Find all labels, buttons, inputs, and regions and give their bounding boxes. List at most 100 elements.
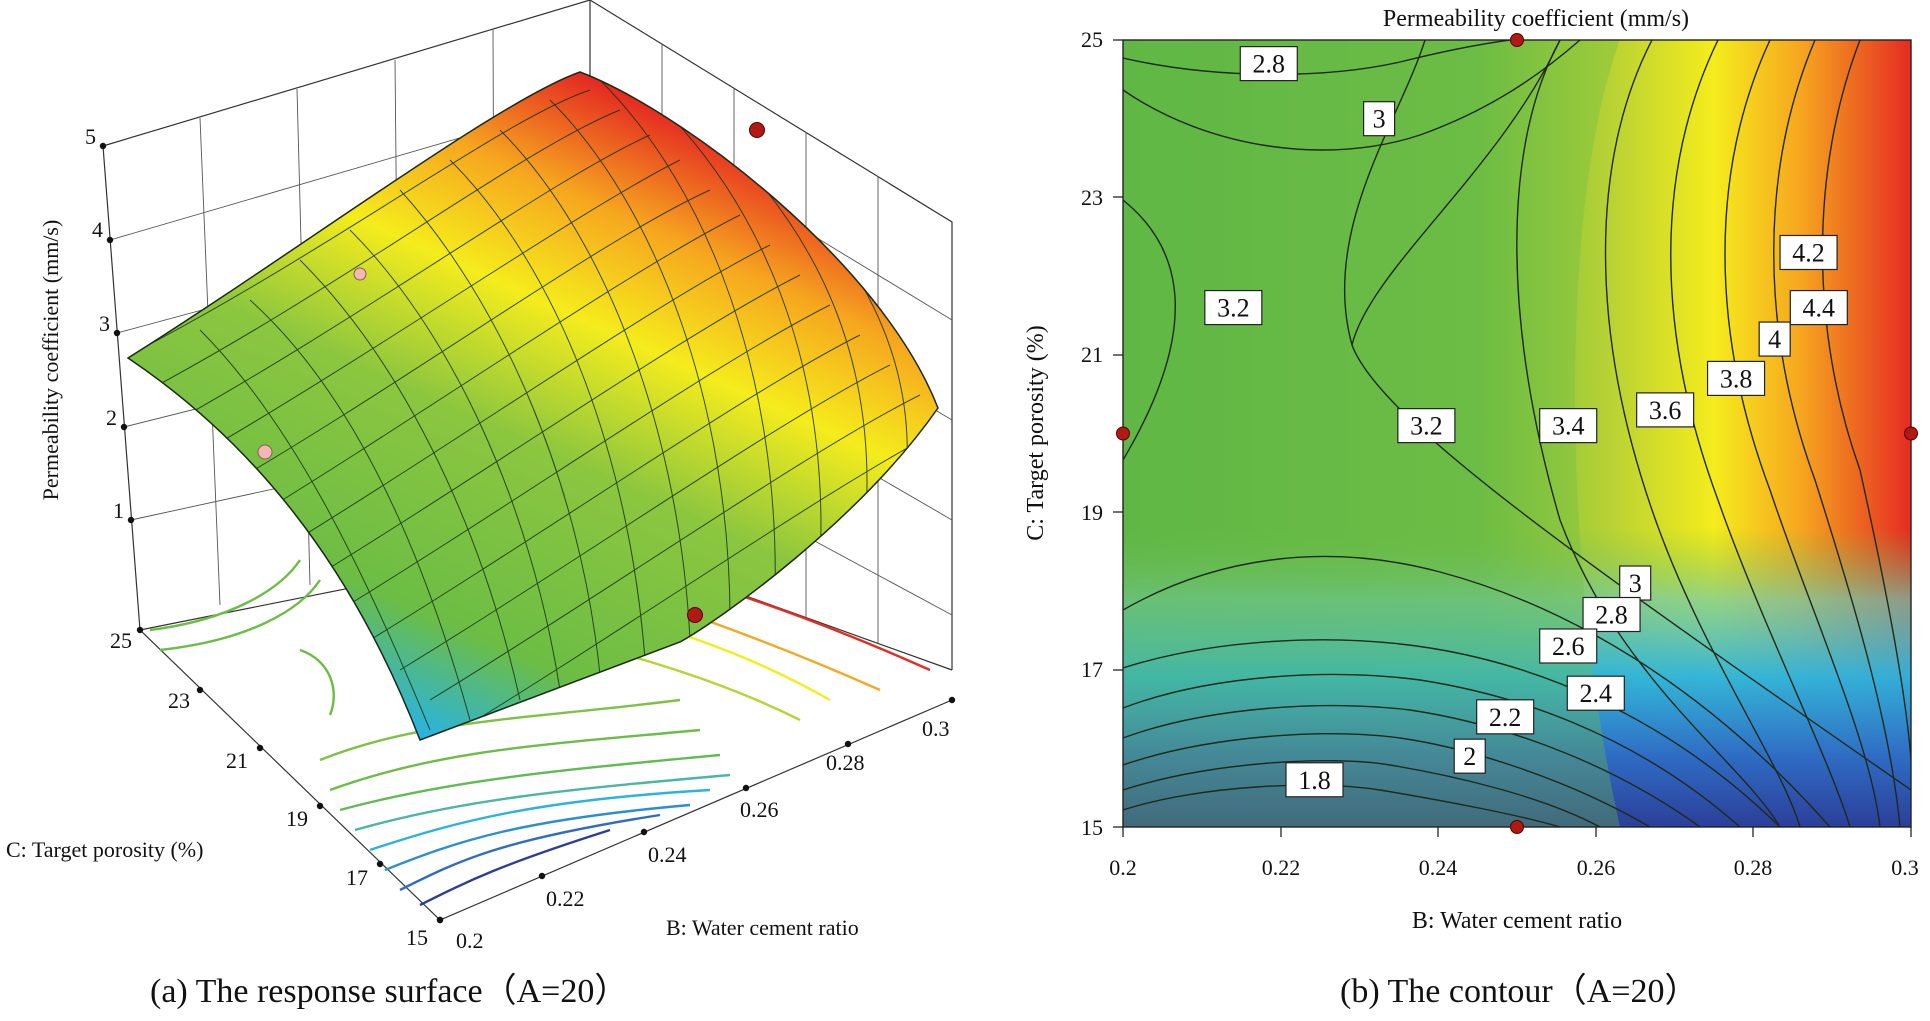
contour-label: 2.6 [1539, 628, 1598, 664]
contour-3.0-top [1123, 40, 1581, 151]
contour-label-box [1758, 321, 1791, 357]
contour-design-point [1510, 820, 1524, 834]
surface-design-points [257, 122, 765, 623]
contour-design-point [1116, 426, 1130, 441]
contour-label-box [1706, 360, 1766, 397]
contour-label: 3.4 [1539, 408, 1598, 444]
contour-label-box [1789, 289, 1848, 326]
contour-lines [1123, 40, 1911, 827]
caption-b: (b) The contour（A=20） [1340, 972, 1698, 1010]
contour-label-box [1539, 628, 1598, 664]
contour-label-box [1582, 596, 1641, 633]
contour-label-box [1636, 392, 1695, 428]
contour-label-box [1239, 46, 1298, 82]
contour-label: 2.4 [1566, 675, 1625, 711]
z-tick: 5 [85, 124, 96, 149]
z-tick: 1 [113, 498, 124, 523]
contour-3.4 [1516, 40, 1781, 827]
contour-label-text: 3.8 [1720, 364, 1753, 393]
contour-label-text: 4.4 [1803, 294, 1836, 323]
surface-axis-tick-dots [99, 142, 956, 924]
contour-label-text: 3 [1373, 105, 1386, 134]
contour-label: 2.8 [1582, 596, 1641, 633]
contour-label: 3 [1362, 101, 1396, 137]
contour-label-text: 2.8 [1253, 50, 1286, 79]
contour-label: 2 [1453, 738, 1486, 774]
contour-label: 3 [1619, 565, 1652, 601]
contour-label-text: 2 [1463, 742, 1476, 771]
contour-label-text: 2.6 [1552, 632, 1585, 661]
contour-4.0 [1724, 40, 1881, 827]
contour-2.6 [1123, 673, 1741, 827]
contour-design-point [1904, 426, 1918, 441]
contour-label-box [1397, 408, 1456, 444]
contour-label: 4.2 [1779, 234, 1838, 271]
surface-x-tick: 0.22 [546, 886, 585, 911]
contour-3.8 [1670, 40, 1851, 827]
contour-3.0-low [1123, 555, 1831, 827]
contour-label-box [1539, 408, 1598, 444]
contour-y-tick: 25 [1081, 27, 1103, 52]
contour-label: 1.8 [1285, 762, 1344, 798]
contour-label: 4 [1758, 321, 1791, 357]
surface-x-axis-label: B: Water cement ratio [666, 915, 859, 940]
response-surface [126, 71, 939, 741]
contour-3.2-left [1123, 199, 1176, 461]
contour-ticks [1113, 39, 1912, 837]
contour-3.2-right [1343, 40, 1911, 791]
surface-y-tick: 19 [286, 806, 308, 831]
contour-x-tick: 0.24 [1419, 855, 1458, 880]
contour-label: 3.8 [1706, 360, 1766, 397]
contour-y-tick: 23 [1081, 185, 1103, 210]
contour-1.8 [1123, 784, 1561, 827]
contour-labels: 2.833.23.2 3.43.63.844.24.432.82.62.42.22… [1204, 46, 1848, 798]
contour-2.8-top [1123, 40, 1511, 76]
contour-label: 3.2 [1397, 408, 1456, 444]
surface-y-tick: 15 [406, 925, 428, 950]
contour-y-tick: 19 [1081, 500, 1103, 525]
contour-label: 3.2 [1204, 289, 1263, 326]
contour-label-text: 2.2 [1489, 703, 1522, 732]
z-tick: 4 [92, 217, 103, 242]
surface-y-axis-label: C: Target porosity (%) [6, 837, 203, 862]
contour-label-text: 4 [1768, 325, 1781, 354]
contour-y-tick: 21 [1081, 342, 1103, 367]
surface-y-tick: 21 [226, 748, 248, 773]
contour-design-point [1510, 33, 1524, 47]
surface-y-tick: 17 [346, 865, 368, 890]
contour-label-box [1779, 234, 1838, 271]
contour-label-box [1362, 101, 1396, 137]
contour-design-points [1116, 33, 1918, 834]
contour-2.8-low [1123, 639, 1781, 827]
contour-2.2 [1123, 733, 1651, 827]
contour-y-axis-label: C: Target porosity (%) [1023, 325, 1049, 540]
surface-x-tick: 0.2 [456, 928, 484, 953]
surface-point-3 [257, 444, 273, 460]
contour-x-tick: 0.3 [1891, 855, 1919, 880]
contour-panel: 25 23 21 19 17 15 0.2 0.22 0.24 0.26 0.2… [1023, 6, 1919, 1010]
contour-label-box [1566, 675, 1625, 711]
contour-label: 2.8 [1239, 46, 1298, 82]
contour-x-tick: 0.2 [1109, 855, 1137, 880]
surface-x-tick: 0.28 [826, 750, 865, 775]
contour-label-box [1619, 565, 1652, 601]
contour-label-text: 2.8 [1595, 601, 1628, 630]
surface-x-tick: 0.26 [740, 797, 779, 822]
contour-y-tick: 15 [1081, 815, 1103, 840]
contour-label-text: 3.2 [1217, 294, 1250, 323]
contour-label: 2.2 [1476, 699, 1535, 735]
contour-y-tick: 17 [1081, 657, 1103, 682]
contour-2.4 [1123, 704, 1701, 827]
surface-y-tick: 23 [168, 688, 190, 713]
contour-label: 3.6 [1636, 392, 1695, 428]
contour-label-text: 3 [1629, 569, 1642, 598]
contour-label-text: 1.8 [1298, 766, 1331, 795]
contour-title: Permeability coefficient (mm/s) [1383, 6, 1689, 32]
surface-z-axis-label: Permeability coefficient (mm/s) [38, 220, 63, 501]
z-tick: 2 [106, 405, 117, 430]
contour-label-text: 4.2 [1792, 238, 1825, 267]
surface-point-1 [749, 122, 765, 138]
surface-y-tick: 25 [110, 628, 132, 653]
contour-label-text: 3.6 [1649, 396, 1682, 425]
